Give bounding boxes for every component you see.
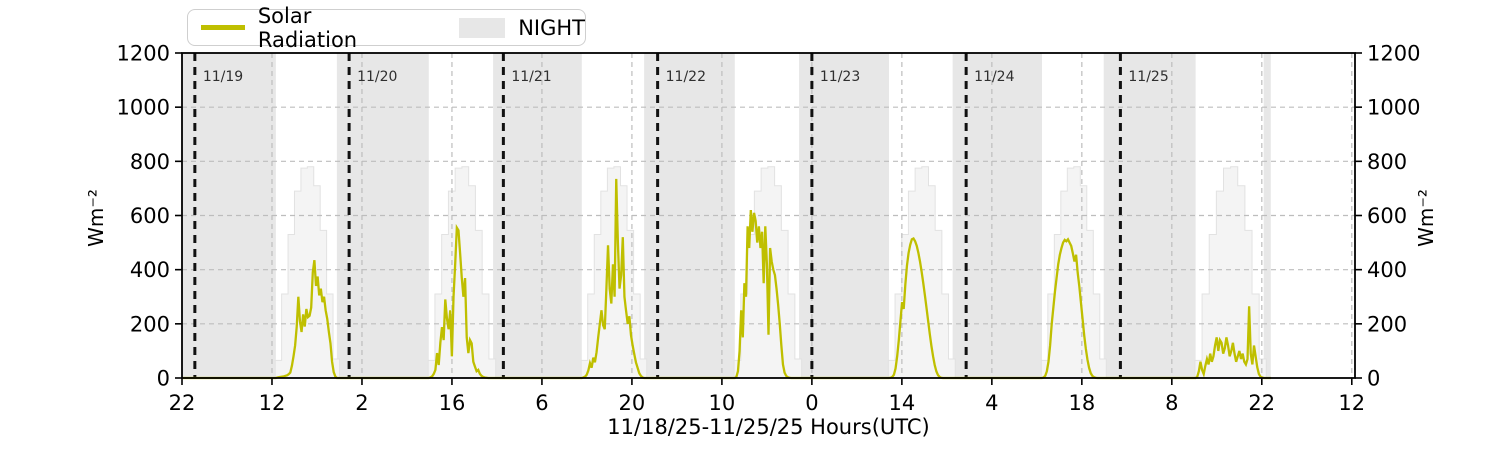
y-tick-label-right: 1200: [1367, 42, 1420, 66]
y-tick-label-left: 0: [157, 367, 170, 391]
y-tick-label-right: 200: [1367, 312, 1407, 336]
x-tick-label: 22: [169, 391, 196, 415]
y-tick-label-left: 1200: [117, 42, 170, 66]
legend: Solar Radiation NIGHT: [187, 4, 586, 52]
x-tick-label: 4: [985, 391, 998, 415]
day-boundary-label: 11/19: [203, 69, 243, 85]
day-boundary-label: 11/24: [974, 69, 1014, 85]
day-boundary-label: 11/21: [511, 69, 551, 85]
x-tick-label: 12: [1338, 391, 1365, 415]
x-tick-label: 2: [355, 391, 368, 415]
clear-sky-envelope: [274, 166, 340, 379]
x-tick-label: 18: [1068, 391, 1095, 415]
x-tick-label: 14: [889, 391, 916, 415]
x-tick-label: 10: [709, 391, 736, 415]
x-tick-label: 0: [805, 391, 818, 415]
night-band: [1263, 53, 1271, 378]
y-tick-label-right: 600: [1367, 204, 1407, 228]
legend-label-solar: Solar Radiation: [257, 3, 358, 52]
legend-item-solar: Solar Radiation: [201, 4, 413, 52]
legend-item-night: NIGHT: [459, 16, 585, 40]
legend-night-swatch: [459, 17, 506, 38]
clear-sky-envelope: [1194, 166, 1267, 379]
x-axis-label: 11/18/25-11/25/25 Hours(UTC): [607, 415, 929, 439]
y-tick-label-left: 400: [130, 258, 170, 282]
y-tick-label-left: 600: [130, 204, 170, 228]
y-tick-label-right: 400: [1367, 258, 1407, 282]
x-tick-label: 8: [1165, 391, 1178, 415]
clear-sky-envelope: [1040, 166, 1107, 379]
x-tick-label: 22: [1248, 391, 1275, 415]
x-tick-label: 12: [259, 391, 286, 415]
x-tick-label: 20: [619, 391, 646, 415]
y-tick-label-left: 800: [130, 150, 170, 174]
legend-label-night: NIGHT: [518, 15, 585, 40]
x-tick-label: 6: [535, 391, 548, 415]
day-boundary-label: 11/23: [820, 69, 860, 85]
day-boundary-label: 11/25: [1128, 69, 1168, 85]
y-tick-label-right: 1000: [1367, 96, 1420, 120]
day-boundary-label: 11/22: [666, 69, 706, 85]
y-axis-label-left: Wm⁻²: [84, 189, 108, 247]
day-boundary-label: 11/20: [357, 69, 397, 85]
y-tick-label-right: 0: [1367, 367, 1380, 391]
y-axis-label-right: Wm⁻²: [1414, 189, 1438, 247]
y-tick-label-left: 200: [130, 312, 170, 336]
legend-line-swatch: [201, 25, 245, 30]
x-tick-label: 16: [439, 391, 466, 415]
y-tick-label-left: 1000: [117, 96, 170, 120]
y-tick-label-right: 800: [1367, 150, 1407, 174]
